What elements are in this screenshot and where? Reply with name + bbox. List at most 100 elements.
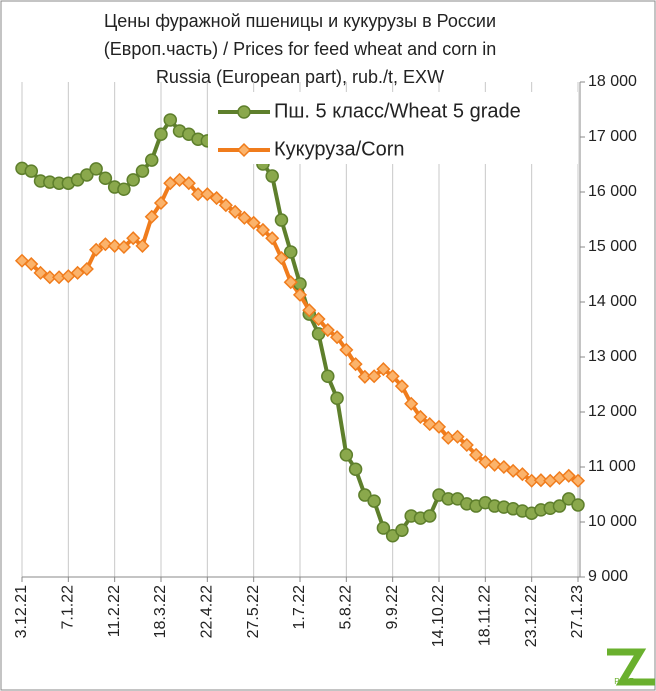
data-point — [117, 182, 131, 196]
y-tick-label: 9 000 — [588, 568, 628, 585]
data-point — [42, 270, 57, 285]
y-tick-label: 18 000 — [588, 73, 637, 90]
x-tick-label: 27.5.22 — [245, 585, 262, 638]
data-point — [561, 492, 576, 506]
data-point — [395, 523, 409, 537]
data-point — [246, 215, 261, 230]
y-tick-label: 14 000 — [588, 293, 637, 310]
data-point — [154, 127, 168, 141]
data-point — [33, 265, 48, 280]
data-point — [561, 468, 576, 483]
data-point — [126, 231, 141, 246]
data-point — [191, 187, 206, 202]
data-point — [450, 429, 465, 444]
x-tick-label: 14.10.22 — [430, 585, 447, 647]
data-point — [163, 113, 178, 127]
data-point — [98, 171, 113, 185]
y-tick-label: 12 000 — [588, 403, 637, 420]
data-point — [265, 231, 280, 246]
chart-title: Russia (European part), rub./t, EXW — [156, 67, 444, 87]
x-tick-label: 1.7.22 — [291, 585, 308, 630]
data-point — [570, 473, 586, 488]
data-point — [24, 256, 39, 272]
data-point — [89, 242, 104, 257]
data-point — [552, 499, 567, 513]
data-point — [515, 467, 530, 482]
data-point — [200, 187, 215, 202]
data-point — [107, 238, 122, 253]
legend-label: Кукуруза/Corn — [274, 138, 405, 160]
data-point — [283, 245, 298, 259]
data-point — [321, 369, 335, 383]
data-point — [348, 462, 363, 476]
chart-title: (Европ.часть) / Prices for feed wheat an… — [104, 39, 496, 59]
data-point — [135, 238, 150, 253]
data-point — [70, 265, 85, 280]
data-point — [228, 204, 243, 219]
data-point — [367, 369, 382, 384]
x-tick-label: 11.2.22 — [106, 585, 123, 637]
data-point — [237, 105, 251, 119]
data-point — [330, 330, 345, 345]
data-point — [265, 169, 279, 183]
data-point — [533, 473, 548, 488]
data-point — [358, 488, 372, 502]
data-point — [413, 409, 428, 425]
data-point — [255, 222, 270, 238]
data-point — [236, 142, 252, 158]
data-point — [283, 275, 298, 290]
x-tick-label: 7.1.22 — [60, 585, 77, 630]
logo: Pro Zerno — [607, 648, 655, 686]
y-tick-label: 16 000 — [588, 183, 637, 200]
data-point — [237, 210, 252, 225]
data-point — [459, 437, 474, 453]
y-tick-label: 15 000 — [588, 238, 637, 255]
data-point — [79, 261, 94, 277]
chart-title: Цены фуражной пшеницы и кукурузы в Росси… — [104, 11, 496, 31]
data-point — [320, 322, 335, 338]
data-point — [218, 198, 233, 213]
y-tick-label: 10 000 — [588, 513, 637, 530]
data-point — [404, 396, 419, 411]
data-point — [302, 303, 317, 318]
data-point — [80, 168, 94, 182]
data-point — [422, 509, 437, 523]
x-tick-label: 5.8.22 — [338, 585, 355, 630]
data-point — [376, 362, 391, 377]
data-point — [330, 391, 344, 405]
x-tick-label: 23.12.22 — [523, 585, 540, 647]
data-point — [144, 153, 159, 167]
x-tick-label: 22.4.22 — [199, 585, 216, 638]
data-point — [274, 213, 289, 227]
data-point — [431, 419, 447, 434]
data-point — [116, 239, 131, 255]
data-point — [385, 369, 400, 384]
data-point — [348, 357, 363, 372]
data-point — [571, 498, 585, 512]
x-tick-label: 18.11.22 — [477, 585, 494, 646]
data-point — [89, 162, 103, 176]
data-point — [126, 173, 140, 187]
data-point — [24, 164, 39, 178]
data-point — [274, 250, 289, 266]
legend-label: Пш. 5 класс/Wheat 5 grade — [274, 100, 521, 122]
data-point — [135, 164, 150, 178]
data-point — [339, 448, 354, 462]
data-point — [292, 287, 308, 302]
y-tick-label: 17 000 — [588, 128, 637, 145]
logo-text: Pro Zerno — [614, 677, 650, 686]
x-tick-label: 27.1.23 — [569, 585, 586, 638]
data-point — [311, 311, 326, 327]
data-point — [376, 521, 391, 535]
x-tick-label: 3.12.21 — [13, 585, 30, 638]
x-tick-label: 9.9.22 — [384, 585, 401, 630]
y-tick-label: 13 000 — [588, 348, 637, 365]
x-tick-label: 18.3.22 — [152, 585, 169, 638]
data-point — [496, 459, 511, 475]
data-point — [153, 195, 169, 211]
data-point — [181, 176, 196, 191]
data-point — [98, 237, 113, 252]
data-point — [339, 342, 354, 357]
data-point — [144, 209, 159, 224]
